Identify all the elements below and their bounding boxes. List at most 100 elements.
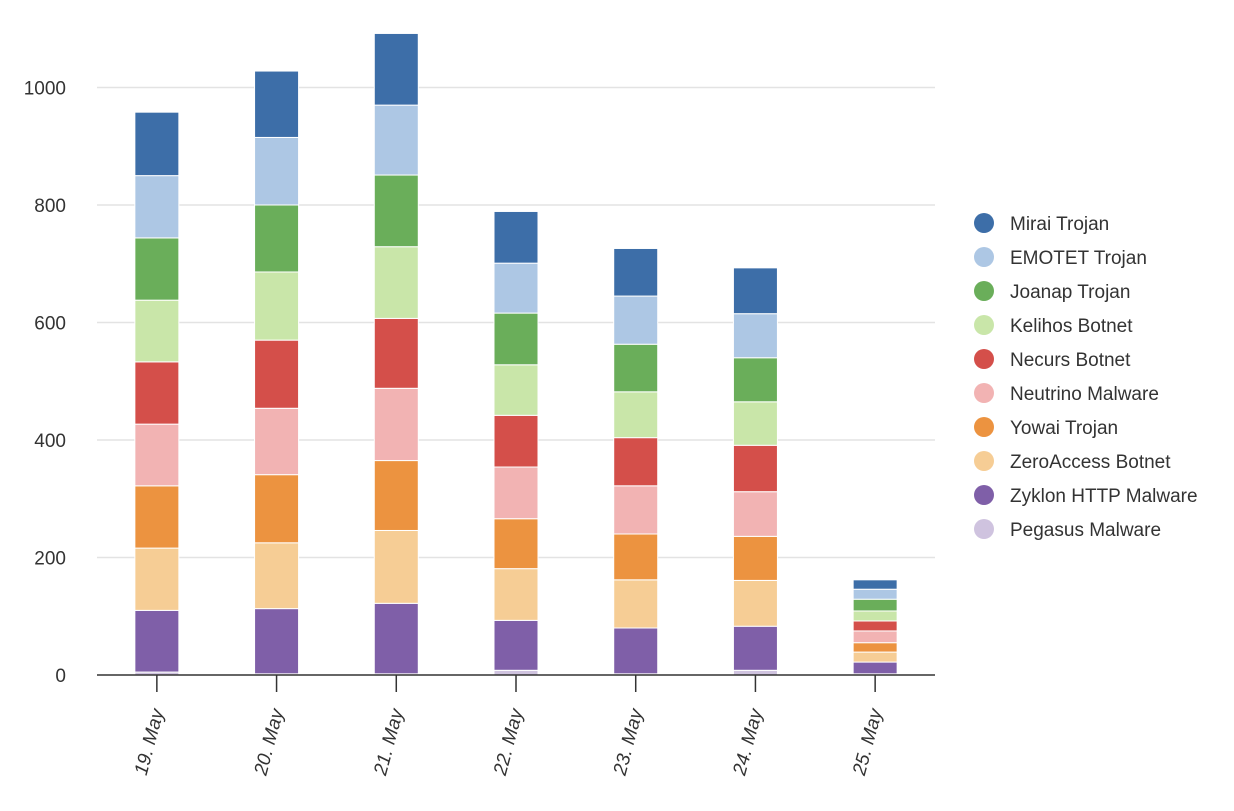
- bar-segment[interactable]: [732, 267, 778, 315]
- bar-segment[interactable]: [613, 579, 659, 629]
- bar-segment[interactable]: [134, 111, 180, 177]
- bar-segment[interactable]: [373, 317, 419, 389]
- bar-segment[interactable]: [852, 598, 898, 612]
- bar-segment[interactable]: [613, 247, 659, 297]
- legend-item[interactable]: Pegasus Malware: [974, 519, 1161, 541]
- legend-label: Yowai Trojan: [1010, 418, 1118, 439]
- bar-segment[interactable]: [134, 237, 180, 301]
- legend-label: Zyklon HTTP Malware: [1010, 486, 1198, 507]
- bar-segment[interactable]: [134, 423, 180, 487]
- bar-segment[interactable]: [134, 175, 180, 239]
- bar-segment[interactable]: [493, 364, 539, 416]
- x-tick-label: 19. May: [131, 705, 169, 777]
- bar-segment[interactable]: [373, 529, 419, 604]
- bar-segment[interactable]: [732, 625, 778, 671]
- bar-segment[interactable]: [732, 313, 778, 359]
- legend-swatch: [974, 383, 994, 403]
- bars: [134, 32, 898, 676]
- bar-segment[interactable]: [732, 579, 778, 627]
- bar-segment[interactable]: [373, 104, 419, 176]
- bar-segment[interactable]: [373, 246, 419, 319]
- bar-segment[interactable]: [254, 542, 300, 610]
- legend-swatch: [974, 519, 994, 539]
- bar-segment[interactable]: [613, 391, 659, 439]
- bar-segment[interactable]: [493, 262, 539, 314]
- legend-label: ZeroAccess Botnet: [1010, 452, 1171, 473]
- bar-segment[interactable]: [732, 444, 778, 493]
- legend-label: Pegasus Malware: [1010, 520, 1161, 541]
- bar-segment[interactable]: [373, 174, 419, 248]
- bar-segment[interactable]: [613, 485, 659, 535]
- bar-segment[interactable]: [134, 547, 180, 611]
- bar-segment[interactable]: [373, 32, 419, 106]
- bar-segment[interactable]: [852, 620, 898, 632]
- bar-segment[interactable]: [613, 533, 659, 581]
- bar-segment[interactable]: [732, 401, 778, 446]
- legend-item[interactable]: Mirai Trojan: [974, 213, 1109, 235]
- legend-swatch: [974, 485, 994, 505]
- legend-item[interactable]: ZeroAccess Botnet: [974, 451, 1171, 473]
- bar-segment[interactable]: [254, 271, 300, 341]
- bar-segment[interactable]: [493, 466, 539, 520]
- bar-segment[interactable]: [254, 608, 300, 675]
- bar-segment[interactable]: [254, 136, 300, 206]
- legend-swatch: [974, 281, 994, 301]
- x-tick-label: 23. May: [610, 705, 648, 778]
- bar-segment[interactable]: [493, 414, 539, 468]
- bar-segment[interactable]: [134, 609, 180, 673]
- bar-segment[interactable]: [732, 357, 778, 403]
- legend-item[interactable]: EMOTET Trojan: [974, 247, 1147, 269]
- legend-label: Neutrino Malware: [1010, 384, 1159, 405]
- bar-segment[interactable]: [852, 610, 898, 622]
- legend-item[interactable]: Kelihos Botnet: [974, 315, 1133, 337]
- bar-segment[interactable]: [613, 343, 659, 393]
- legend-item[interactable]: Necurs Botnet: [974, 349, 1131, 371]
- y-tick-label: 0: [55, 666, 66, 687]
- x-tick-label: 21. May: [370, 705, 408, 778]
- y-tick-label: 600: [34, 314, 66, 335]
- bar-segment[interactable]: [134, 299, 180, 363]
- bar-segment[interactable]: [493, 568, 539, 621]
- bar-segment[interactable]: [732, 535, 778, 581]
- bar-segment[interactable]: [732, 491, 778, 537]
- bar-segment[interactable]: [613, 295, 659, 345]
- x-tick-label: 24. May: [729, 705, 767, 778]
- bar-segment[interactable]: [613, 437, 659, 487]
- legend-item[interactable]: Yowai Trojan: [974, 417, 1118, 439]
- bar-segment[interactable]: [852, 579, 898, 590]
- legend: Mirai Trojan EMOTET Trojan Joanap Trojan Ke…: [974, 213, 1198, 541]
- bar-segment[interactable]: [852, 642, 898, 653]
- legend-label: Necurs Botnet: [1010, 350, 1131, 371]
- bar-segment[interactable]: [373, 387, 419, 462]
- bar-segment[interactable]: [134, 485, 180, 549]
- legend-item[interactable]: Joanap Trojan: [974, 281, 1130, 303]
- bar-segment[interactable]: [493, 210, 539, 264]
- bar-segment[interactable]: [852, 630, 898, 644]
- legend-swatch: [974, 315, 994, 335]
- bar-segment[interactable]: [254, 339, 300, 409]
- bar-segment[interactable]: [493, 312, 539, 366]
- bar-segment[interactable]: [373, 602, 419, 675]
- bar-stack: [373, 32, 419, 676]
- bar-segment[interactable]: [852, 651, 898, 663]
- bar-segment[interactable]: [254, 204, 300, 273]
- legend-item[interactable]: Zyklon HTTP Malware: [974, 485, 1198, 507]
- bar-segment[interactable]: [493, 518, 539, 570]
- y-tick-label: 200: [34, 549, 66, 570]
- bar-segment[interactable]: [852, 661, 898, 675]
- bar-segment[interactable]: [852, 588, 898, 600]
- x-tick-label: 20. May: [250, 705, 288, 778]
- bar-segment[interactable]: [493, 619, 539, 671]
- bar-segment[interactable]: [373, 460, 419, 531]
- legend-label: EMOTET Trojan: [1010, 248, 1147, 269]
- legend-label: Kelihos Botnet: [1010, 316, 1133, 337]
- bar-segment[interactable]: [254, 407, 300, 476]
- x-tick-label: 25. May: [849, 705, 887, 778]
- bar-segment[interactable]: [613, 627, 659, 675]
- bar-segment[interactable]: [254, 474, 300, 544]
- bar-segment[interactable]: [134, 361, 180, 425]
- legend-item[interactable]: Neutrino Malware: [974, 383, 1159, 405]
- bar-segment[interactable]: [254, 70, 300, 138]
- legend-swatch: [974, 451, 994, 471]
